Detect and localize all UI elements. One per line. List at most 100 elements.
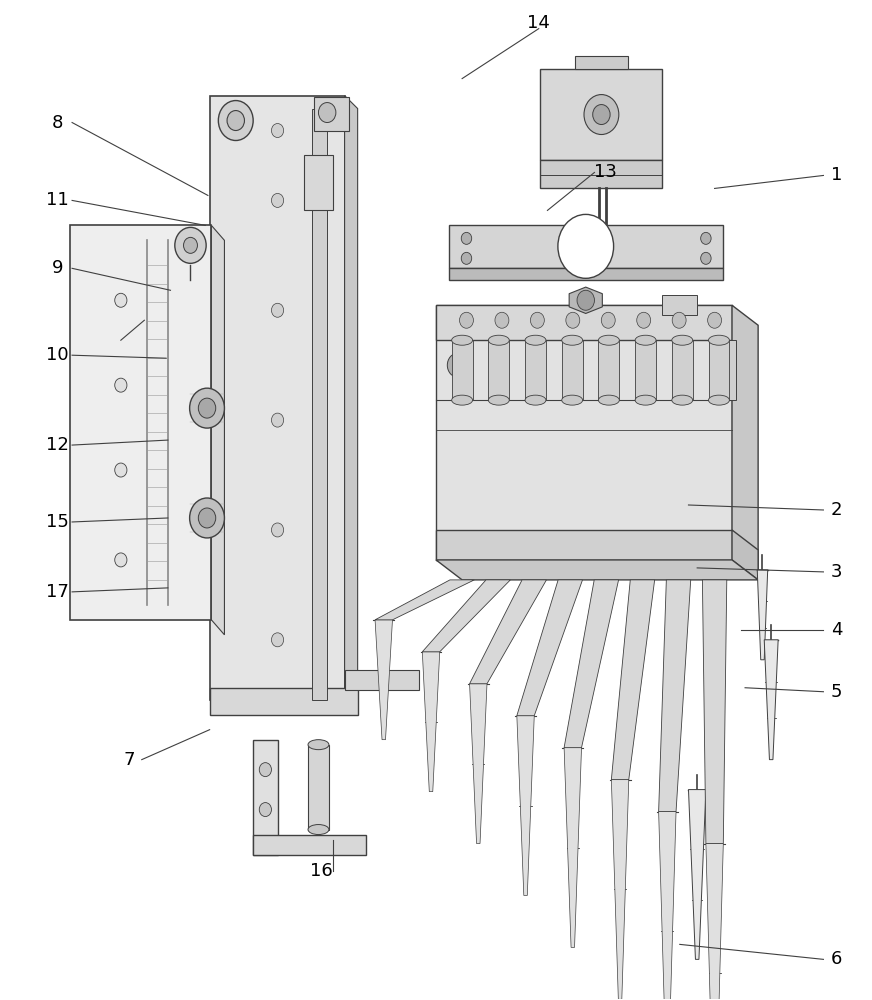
- Polygon shape: [253, 835, 366, 855]
- Text: 14: 14: [528, 14, 550, 32]
- Polygon shape: [422, 580, 510, 652]
- Polygon shape: [517, 580, 582, 716]
- Polygon shape: [710, 340, 736, 400]
- Ellipse shape: [525, 335, 546, 345]
- Circle shape: [198, 508, 215, 528]
- Circle shape: [189, 498, 224, 538]
- Circle shape: [115, 553, 127, 567]
- Text: 1: 1: [831, 166, 842, 184]
- Polygon shape: [470, 580, 547, 684]
- Polygon shape: [314, 97, 349, 131]
- Ellipse shape: [598, 335, 619, 345]
- Polygon shape: [569, 287, 603, 313]
- Ellipse shape: [671, 335, 692, 345]
- Text: 9: 9: [51, 259, 63, 277]
- Polygon shape: [422, 652, 439, 792]
- Circle shape: [115, 463, 127, 477]
- Polygon shape: [303, 155, 333, 210]
- Polygon shape: [703, 580, 726, 844]
- Circle shape: [577, 290, 595, 310]
- Polygon shape: [611, 580, 655, 780]
- Ellipse shape: [452, 335, 473, 345]
- Polygon shape: [732, 305, 758, 580]
- Polygon shape: [449, 268, 723, 280]
- Polygon shape: [209, 688, 358, 715]
- Polygon shape: [253, 740, 277, 855]
- Polygon shape: [658, 580, 691, 812]
- Polygon shape: [344, 96, 358, 715]
- Polygon shape: [452, 340, 473, 400]
- Circle shape: [115, 293, 127, 307]
- Circle shape: [259, 803, 271, 817]
- Polygon shape: [635, 340, 656, 400]
- Circle shape: [584, 95, 619, 135]
- Polygon shape: [564, 748, 582, 947]
- Polygon shape: [436, 305, 732, 340]
- Polygon shape: [308, 745, 329, 830]
- Ellipse shape: [562, 335, 582, 345]
- Ellipse shape: [525, 395, 546, 405]
- Circle shape: [271, 413, 283, 427]
- Ellipse shape: [671, 395, 692, 405]
- Polygon shape: [658, 812, 676, 1000]
- Polygon shape: [764, 640, 778, 760]
- Circle shape: [271, 523, 283, 537]
- Circle shape: [259, 763, 271, 777]
- Polygon shape: [449, 225, 723, 268]
- Ellipse shape: [635, 395, 656, 405]
- Polygon shape: [470, 684, 487, 844]
- Polygon shape: [375, 620, 392, 740]
- Polygon shape: [71, 225, 211, 620]
- Polygon shape: [541, 69, 663, 160]
- Text: 6: 6: [831, 950, 842, 968]
- Text: 3: 3: [831, 563, 842, 581]
- Circle shape: [558, 214, 614, 278]
- Text: 15: 15: [46, 513, 69, 531]
- Polygon shape: [211, 225, 224, 635]
- Text: 10: 10: [46, 346, 69, 364]
- Circle shape: [593, 105, 610, 125]
- Text: 4: 4: [831, 621, 842, 639]
- Ellipse shape: [562, 395, 582, 405]
- Circle shape: [174, 227, 206, 263]
- Polygon shape: [709, 340, 729, 400]
- Text: 5: 5: [831, 683, 842, 701]
- Polygon shape: [436, 530, 732, 560]
- Circle shape: [701, 232, 711, 244]
- Ellipse shape: [488, 335, 509, 345]
- Ellipse shape: [308, 825, 329, 835]
- Circle shape: [701, 252, 711, 264]
- Polygon shape: [525, 340, 546, 400]
- Circle shape: [271, 633, 283, 647]
- Circle shape: [566, 312, 580, 328]
- Polygon shape: [564, 580, 618, 748]
- Circle shape: [271, 124, 283, 138]
- Circle shape: [602, 312, 616, 328]
- Ellipse shape: [452, 395, 473, 405]
- Circle shape: [461, 232, 472, 244]
- Polygon shape: [757, 570, 767, 660]
- Polygon shape: [706, 844, 723, 1000]
- Text: 12: 12: [46, 436, 69, 454]
- Circle shape: [227, 111, 244, 131]
- Circle shape: [189, 388, 224, 428]
- Polygon shape: [576, 56, 628, 69]
- Circle shape: [183, 237, 197, 253]
- Polygon shape: [488, 340, 509, 400]
- Circle shape: [271, 303, 283, 317]
- Polygon shape: [344, 670, 419, 690]
- Ellipse shape: [308, 740, 329, 750]
- Text: 2: 2: [831, 501, 842, 519]
- Ellipse shape: [635, 335, 656, 345]
- Polygon shape: [732, 530, 758, 580]
- Circle shape: [271, 193, 283, 207]
- Polygon shape: [541, 160, 663, 188]
- Circle shape: [447, 353, 468, 377]
- Polygon shape: [663, 295, 698, 315]
- Polygon shape: [611, 780, 629, 999]
- Text: 17: 17: [46, 583, 69, 601]
- Circle shape: [198, 398, 215, 418]
- Ellipse shape: [488, 395, 509, 405]
- Circle shape: [460, 312, 473, 328]
- Polygon shape: [671, 340, 692, 400]
